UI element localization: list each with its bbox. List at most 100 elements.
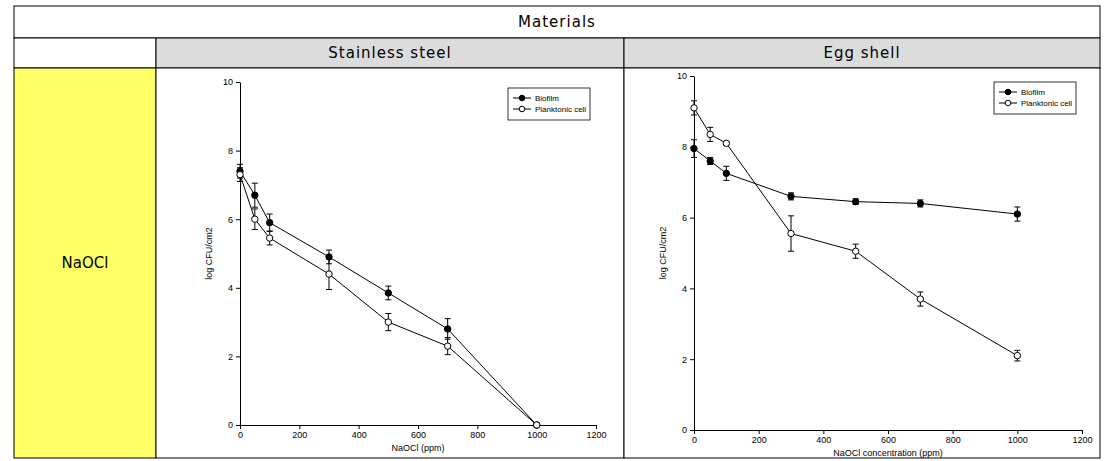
error-bar-line [691, 114, 697, 115]
error-bar [707, 157, 713, 164]
error-bar-line [691, 100, 697, 101]
chart: 0200400600800100012000246810NaOCl concen… [658, 71, 1093, 458]
x-tick-mark [477, 425, 478, 429]
x-tick-mark [888, 430, 889, 434]
y-tick: 2 [682, 355, 694, 365]
data-point [533, 422, 539, 428]
y-axis: 0246810 [677, 71, 695, 435]
y-tick: 4 [228, 283, 240, 293]
y-tick-mark [236, 151, 240, 152]
data-point [852, 198, 858, 204]
table: MaterialsStainless steelEgg shellNaOCl [14, 6, 1100, 458]
x-tick-label: 1200 [1072, 435, 1092, 445]
error-bar-line [252, 229, 258, 230]
chart: 0200400600800100012000246810NaOCl (ppm)l… [204, 77, 607, 453]
y-tick-label: 6 [228, 215, 233, 225]
series-line [694, 149, 1017, 214]
x-tick-label: 400 [816, 435, 831, 445]
error-bar-line [267, 231, 273, 232]
error-bar-line [326, 258, 332, 259]
y-axis-title: log CFU/cm2 [658, 227, 668, 280]
error-bar-line [917, 306, 923, 307]
y-tick-mark [236, 219, 240, 220]
data-point [237, 171, 243, 177]
data-point [533, 422, 539, 428]
error-bar [707, 127, 713, 141]
error-bar-line [445, 354, 451, 355]
legend-label: Planktonic cell [1021, 99, 1072, 108]
error-bar-line [385, 313, 391, 314]
header-cell [14, 6, 1100, 38]
data-point [852, 248, 858, 254]
legend-frame [508, 88, 590, 120]
y-tick-label: 0 [682, 425, 687, 435]
x-tick: 0 [238, 425, 243, 440]
error-bar-line [445, 337, 451, 338]
x-tick-mark [759, 430, 760, 434]
x-tick-mark [596, 425, 597, 429]
x-tick-label: 600 [411, 430, 426, 440]
error-bar [788, 193, 794, 200]
x-axis: 0 200 400 600 800 1000 1200 [692, 430, 1093, 445]
x-tick-mark [359, 425, 360, 429]
error-bar-line [1014, 221, 1020, 222]
error-bar [252, 209, 258, 230]
error-bar-line [723, 180, 729, 181]
x-tick-mark [240, 425, 241, 429]
row-label: NaOCl [62, 254, 109, 272]
y-tick: 4 [682, 284, 694, 294]
page: MaterialsStainless steelEgg shellNaOCl02… [0, 0, 1112, 461]
data-point [252, 192, 258, 198]
x-tick: 0 [692, 430, 697, 445]
error-bar-line [1014, 360, 1020, 361]
column-header: Egg shell [823, 44, 900, 62]
x-tick-label: 600 [881, 435, 896, 445]
legend-marker [1005, 100, 1011, 106]
y-tick-mark [236, 288, 240, 289]
x-tick-mark [1017, 430, 1018, 434]
y-axis-line [694, 77, 695, 431]
x-tick-mark [694, 430, 695, 434]
y-tick-label: 4 [228, 283, 233, 293]
x-tick-label: 1000 [1008, 435, 1028, 445]
error-bar-line [326, 250, 332, 251]
x-tick-label: 800 [946, 435, 961, 445]
error-bar [385, 314, 391, 331]
error-bar-line [385, 299, 391, 300]
error-bar-line [788, 215, 794, 216]
error-bar [252, 183, 258, 207]
y-tick-label: 10 [223, 77, 233, 87]
x-axis-title: NaOCl concentration (ppm) [833, 448, 943, 458]
error-bar [445, 319, 451, 340]
error-bar-line [707, 141, 713, 142]
legend: BiofilmPlanktonic cell [508, 88, 590, 120]
error-bar-line [252, 183, 258, 184]
y-tick: 0 [228, 420, 240, 430]
data-point [788, 193, 794, 199]
y-tick-mark [690, 359, 694, 360]
data-point [1014, 211, 1020, 217]
legend-label: Planktonic cell [535, 105, 586, 114]
legend-marker [519, 106, 525, 112]
x-tick: 400 [352, 425, 367, 440]
series-line [240, 171, 537, 425]
data-point [385, 290, 391, 296]
error-bar-line [445, 318, 451, 319]
y-tick-label: 4 [682, 284, 687, 294]
error-bar [853, 199, 859, 205]
x-tick: 600 [411, 425, 426, 440]
y-tick-mark [690, 288, 694, 289]
error-bar-line [1014, 206, 1020, 207]
error-bar-line [267, 244, 273, 245]
plot-area [691, 101, 1021, 361]
error-bar [237, 164, 243, 178]
data-point [385, 319, 391, 325]
x-tick-label: 200 [752, 435, 767, 445]
chart-cell [156, 68, 624, 458]
y-tick-label: 10 [677, 71, 687, 81]
error-bar [788, 216, 794, 251]
series-line [240, 175, 537, 425]
x-tick-mark [418, 425, 419, 429]
error-bar-line [237, 164, 243, 165]
error-bar [445, 338, 451, 355]
